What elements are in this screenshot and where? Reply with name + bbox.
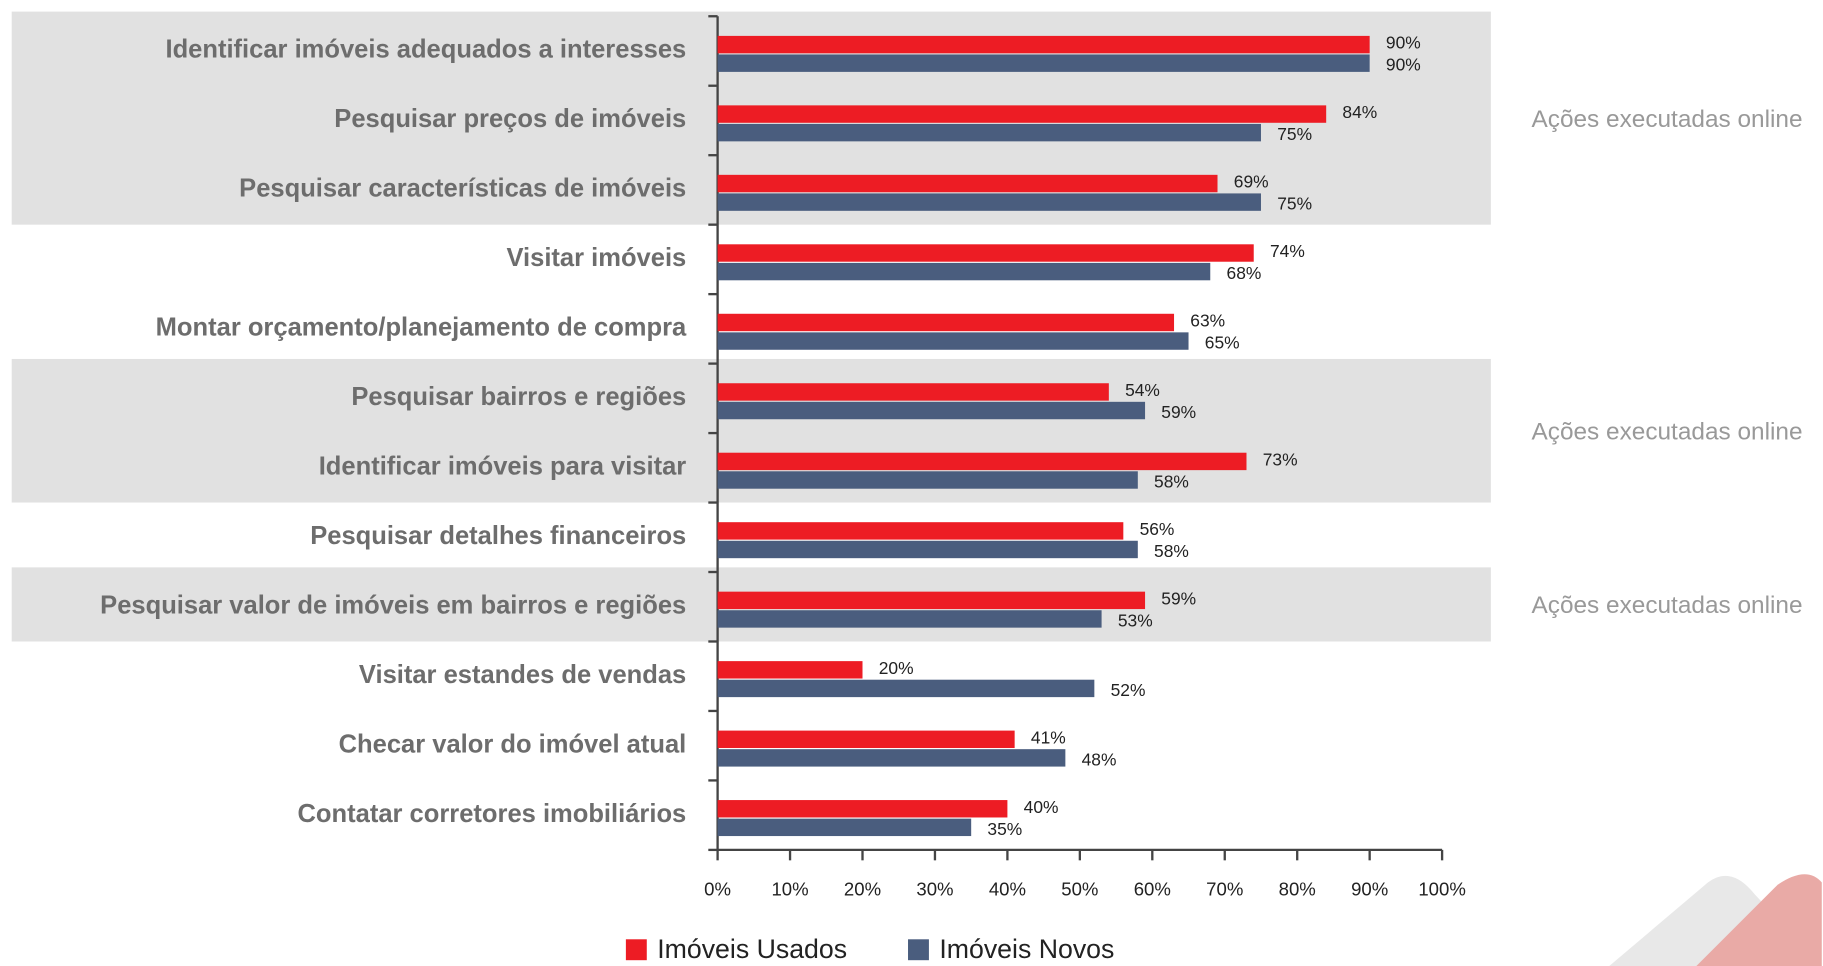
chart: Ações executadas online Ações executadas …	[0, 0, 1823, 966]
value-label: 75%	[1277, 194, 1312, 214]
page: Ações executadas online Ações executadas …	[0, 0, 1823, 966]
bar	[718, 36, 1370, 53]
x-tick-label: 10%	[771, 878, 808, 899]
value-label: 63%	[1190, 310, 1225, 330]
annotation: Ações executadas online	[1532, 419, 1803, 446]
bar	[718, 800, 1008, 817]
bar	[718, 314, 1174, 331]
category-label: Visitar imóveis	[506, 244, 686, 272]
x-tick-label: 100%	[1418, 878, 1465, 899]
value-label: 65%	[1205, 333, 1240, 353]
value-label: 48%	[1082, 749, 1117, 769]
bar	[718, 124, 1261, 141]
bar	[718, 471, 1138, 488]
category-label: Pesquisar valor de imóveis em bairros e …	[100, 591, 686, 619]
category-label: Pesquisar características de imóveis	[239, 175, 686, 203]
category-label: Identificar imóveis adequados a interess…	[165, 36, 686, 64]
bar	[718, 541, 1138, 558]
bar	[718, 244, 1254, 261]
value-label: 41%	[1031, 727, 1066, 747]
x-tick-label: 50%	[1061, 878, 1098, 899]
x-tick-label: 20%	[844, 878, 881, 899]
bar	[718, 383, 1109, 400]
category-label: Checar valor do imóvel atual	[339, 730, 687, 758]
bar	[718, 402, 1145, 419]
value-label: 35%	[987, 819, 1022, 839]
value-label: 75%	[1277, 124, 1312, 144]
x-tick-label: 40%	[989, 878, 1026, 899]
bar	[718, 105, 1327, 122]
value-label: 20%	[879, 658, 914, 678]
bar	[718, 54, 1370, 71]
value-label: 90%	[1386, 33, 1421, 53]
value-label: 53%	[1118, 610, 1153, 630]
legend-swatch	[908, 939, 929, 960]
value-label: 69%	[1234, 172, 1269, 192]
bar	[718, 453, 1247, 470]
bar	[718, 661, 863, 678]
bar	[718, 193, 1261, 210]
bar	[718, 175, 1218, 192]
value-label: 90%	[1386, 55, 1421, 75]
category-label: Identificar imóveis para visitar	[319, 453, 687, 481]
bar	[718, 522, 1124, 539]
value-label: 56%	[1140, 519, 1175, 539]
bar	[718, 731, 1015, 748]
value-label: 59%	[1161, 402, 1196, 422]
value-label: 54%	[1125, 380, 1160, 400]
annotation: Ações executadas online	[1532, 592, 1803, 619]
value-label: 73%	[1263, 449, 1298, 469]
legend-label: Imóveis Novos	[939, 934, 1114, 964]
bar	[718, 592, 1145, 609]
value-label: 52%	[1111, 680, 1146, 700]
category-label: Visitar estandes de vendas	[359, 661, 686, 689]
category-label: Pesquisar preços de imóveis	[334, 105, 686, 133]
x-tick-label: 60%	[1134, 878, 1171, 899]
category-label: Pesquisar bairros e regiões	[351, 383, 686, 411]
legend-label: Imóveis Usados	[657, 934, 847, 964]
value-label: 58%	[1154, 541, 1189, 561]
x-tick-label: 30%	[916, 878, 953, 899]
bar	[718, 749, 1066, 766]
annotation: Ações executadas online	[1532, 106, 1803, 133]
bar	[718, 263, 1211, 280]
value-label: 40%	[1024, 797, 1059, 817]
value-label: 59%	[1161, 588, 1196, 608]
bar	[718, 332, 1189, 349]
bar	[718, 819, 972, 836]
category-label: Montar orçamento/planejamento de compra	[156, 314, 687, 342]
bar	[718, 680, 1095, 697]
category-label: Contatar corretores imobiliários	[298, 800, 687, 828]
value-label: 68%	[1227, 263, 1262, 283]
x-tick-label: 90%	[1351, 878, 1388, 899]
value-label: 84%	[1342, 102, 1377, 122]
legend-swatch	[626, 939, 647, 960]
value-label: 58%	[1154, 471, 1189, 491]
x-tick-label: 70%	[1206, 878, 1243, 899]
x-tick-label: 80%	[1279, 878, 1316, 899]
x-tick-label: 0%	[704, 878, 731, 899]
value-label: 74%	[1270, 241, 1305, 261]
bar	[718, 610, 1102, 627]
category-label: Pesquisar detalhes financeiros	[310, 522, 686, 550]
